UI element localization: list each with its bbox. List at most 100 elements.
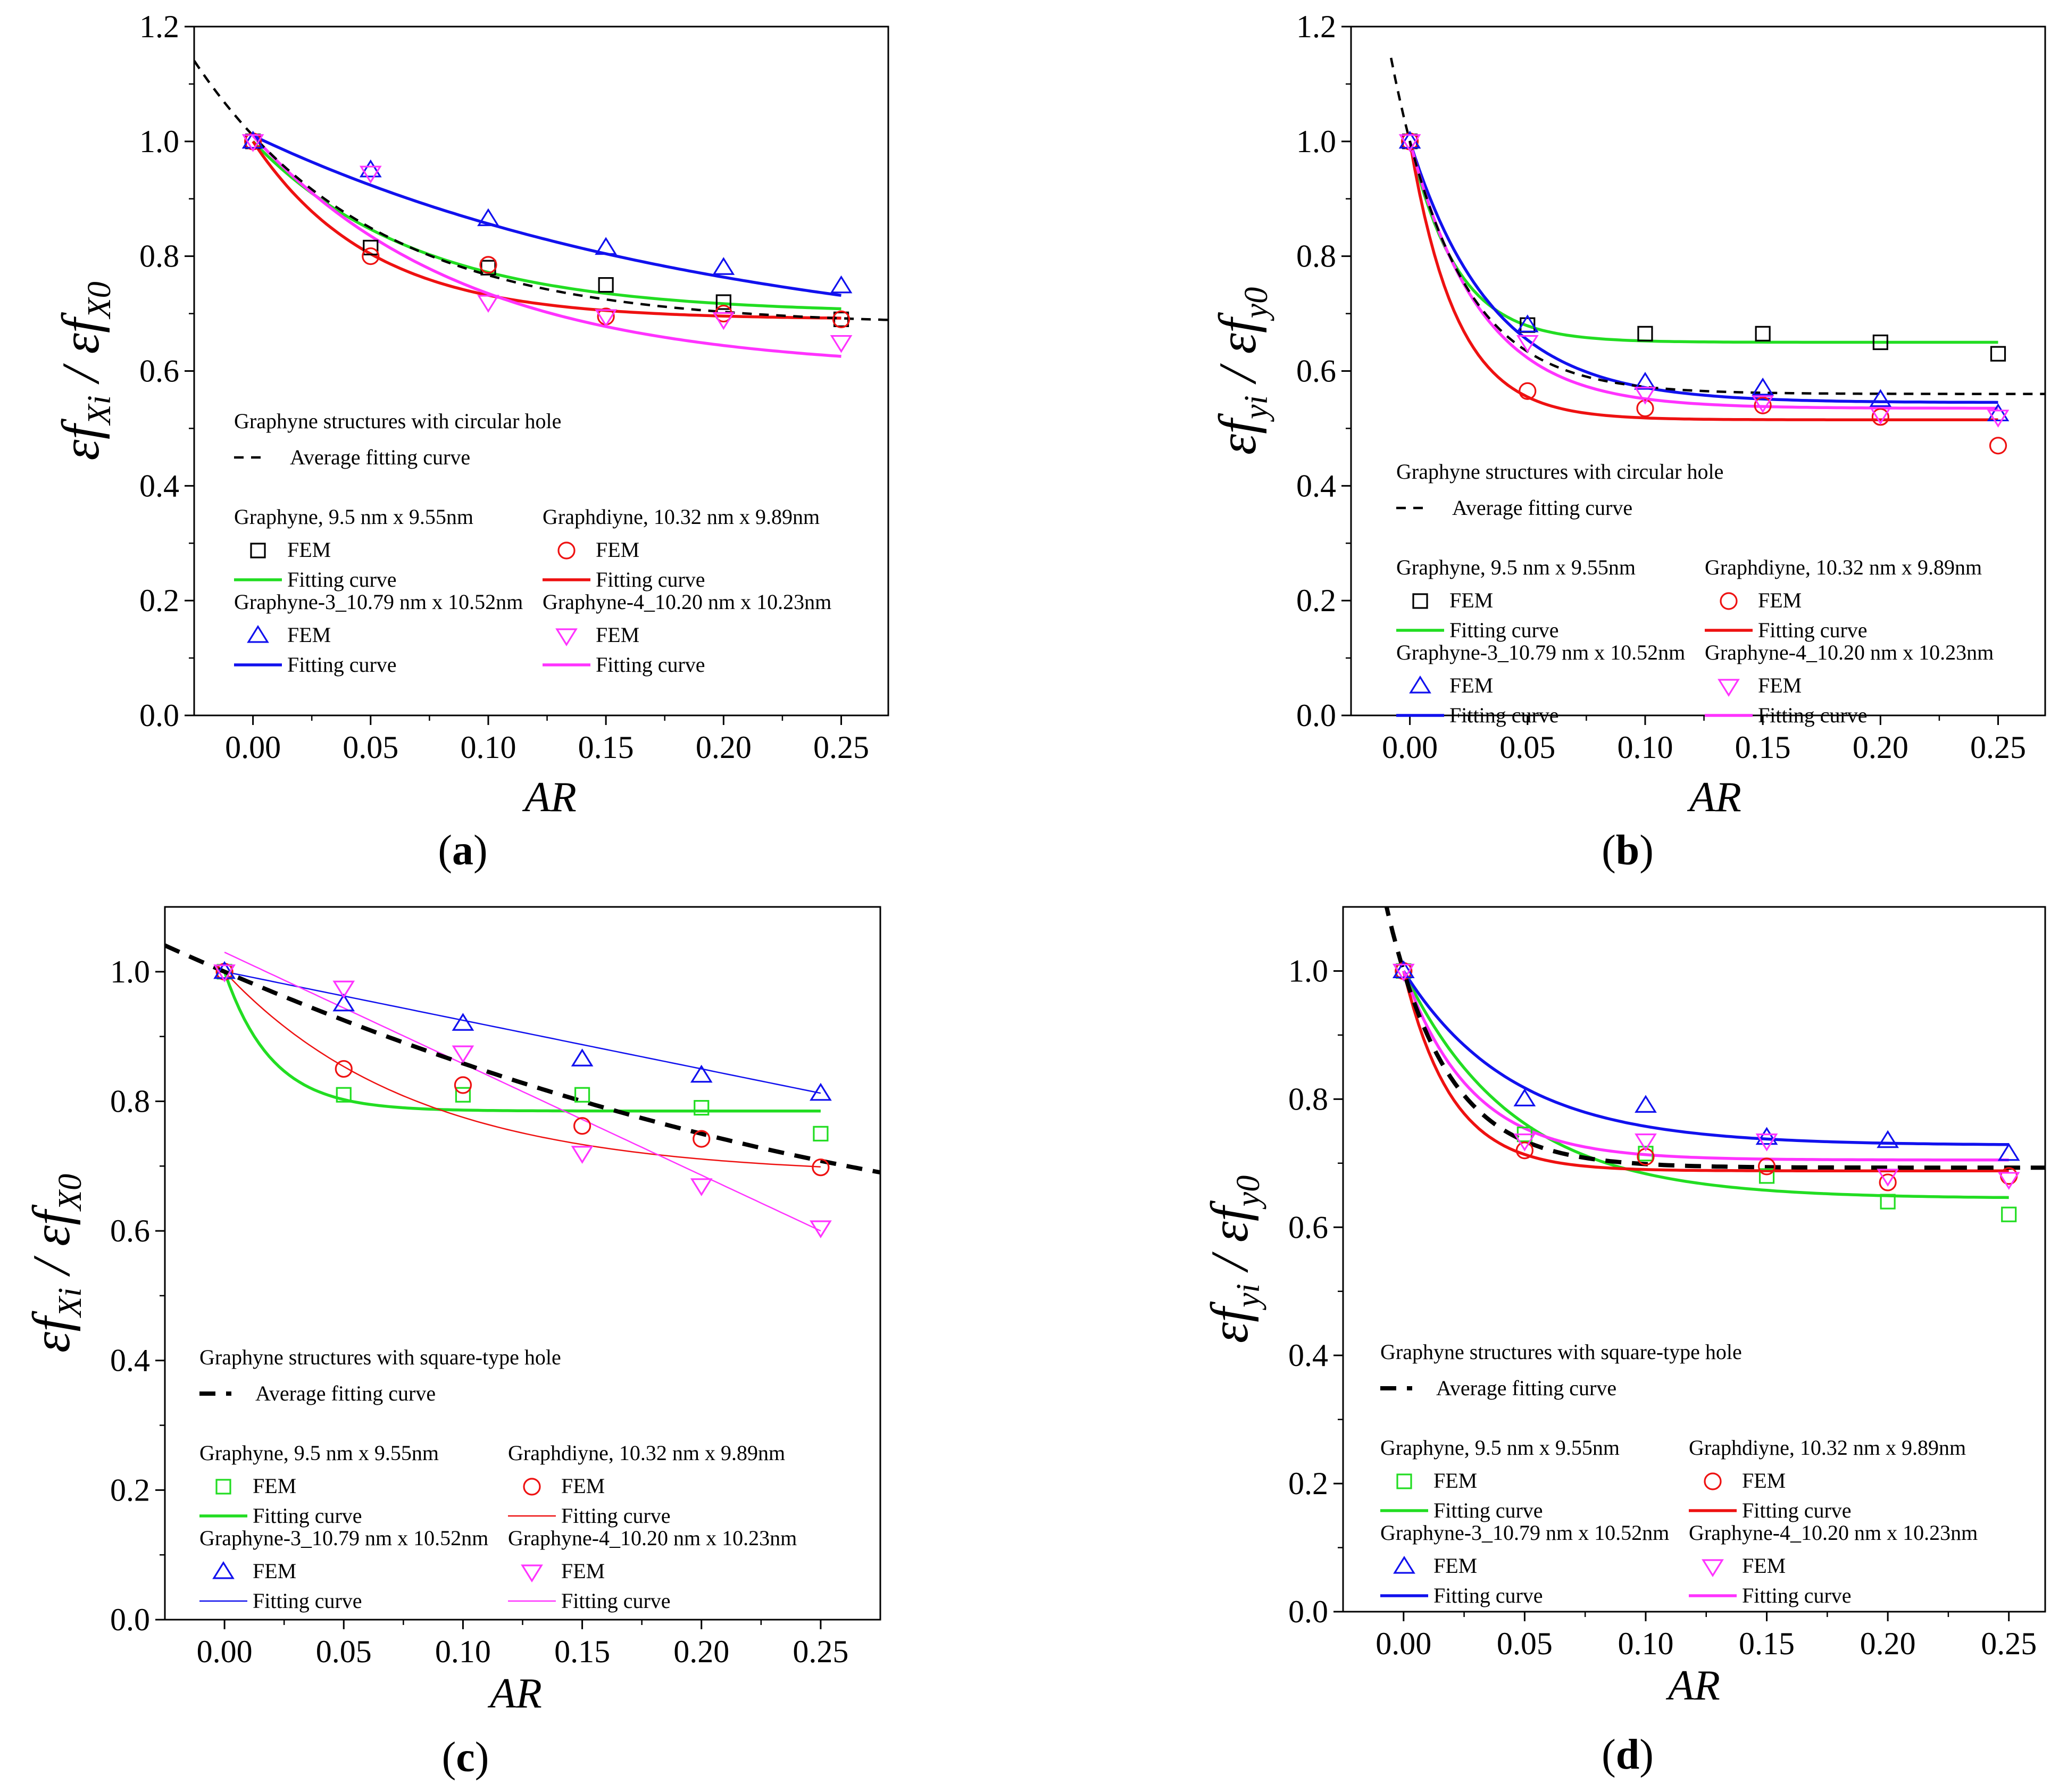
subtitle-close: ) <box>475 1734 489 1781</box>
legend-marker-triangle-down <box>1718 679 1740 697</box>
fem-point-triangle-down <box>452 1045 474 1064</box>
y-tick-label: 1.0 <box>1288 953 1328 988</box>
fem-point-circle <box>335 1060 353 1078</box>
fem-point-square <box>715 294 731 310</box>
fem-point-triangle-down <box>1513 1133 1536 1152</box>
chart-panel-b: 0.00 0.05 0.10 0.15 0.20 0.25 0.0 0.2 0.4 0.6 0.8 1… <box>1208 9 2046 874</box>
fem-point-square <box>813 1126 829 1141</box>
legend-average-label: Average fitting curve <box>290 445 470 469</box>
subtitle-letter: c <box>456 1734 475 1781</box>
legend-marker-square <box>215 1479 231 1495</box>
x-tick-label: 0.05 <box>1499 730 1555 765</box>
fit-curve-series-1 <box>224 971 821 1168</box>
chart-panel-c: 0.00 0.05 0.10 0.15 0.20 0.25 0.0 0.2 0.4 0.6 0.8 1… <box>22 906 881 1781</box>
fem-point-triangle-down <box>830 335 853 353</box>
fem-point-triangle-up <box>1997 1143 2020 1161</box>
legend-series-name: Graphyne-4_10.20 nm x 10.23nm <box>1705 640 1994 664</box>
y-tick-label: 0.8 <box>1296 239 1336 274</box>
fem-point-triangle-up <box>1755 1127 1778 1145</box>
x-tick-label: 0.15 <box>1735 730 1791 765</box>
fem-point-triangle-up <box>452 1013 474 1031</box>
legend-series-name: Graphdiyne, 10.32 nm x 9.89nm <box>1705 555 1982 579</box>
fem-point-square <box>1755 326 1771 341</box>
legend-series-name: Graphyne-3_10.79 nm x 10.52nm <box>234 590 523 614</box>
plot-frame <box>1342 906 2046 1613</box>
fem-point-circle <box>812 1158 830 1177</box>
x-tick-label: 0.10 <box>460 730 516 765</box>
fem-point-triangle-up <box>1392 960 1415 979</box>
legend-series-name: Graphdiyne, 10.32 nm x 9.89nm <box>508 1441 785 1465</box>
y-axis-label: εfyi / εfy0 <box>1200 1176 1266 1343</box>
fit-curve-series-0 <box>252 140 841 311</box>
legend-fit-label: Fitting curve <box>1449 618 1559 642</box>
fem-point-triangle-up <box>571 1048 594 1066</box>
x-tick-label: 0.25 <box>813 730 869 765</box>
x-tick-label: 0.15 <box>578 730 634 765</box>
legend-marker-circle <box>1704 1472 1722 1490</box>
subtitle-open: ( <box>1602 1731 1616 1778</box>
fem-point-triangle-up <box>1513 1088 1536 1106</box>
fem-point-square <box>833 311 849 327</box>
legend-marker-circle <box>1720 592 1738 610</box>
legend-fit-label: Fitting curve <box>561 1504 671 1528</box>
fit-curve-series-1 <box>1402 970 2009 1173</box>
fem-point-triangle-down <box>1516 335 1539 353</box>
legend-fem-label: FEM <box>287 623 331 647</box>
y-tick-label: 0.4 <box>1296 468 1336 503</box>
panel-subtitle: (b) <box>1602 827 1654 874</box>
fem-point-triangle-up <box>595 237 618 255</box>
legend-fit-label: Fitting curve <box>1758 618 1868 642</box>
fem-point-circle <box>2000 1167 2018 1185</box>
fit-curve-series-3 <box>1408 141 1998 410</box>
legend-fem-label: FEM <box>1758 588 1802 612</box>
y-tick-label: 0.2 <box>1288 1466 1328 1501</box>
legend-average-label: Average fitting curve <box>1452 496 1632 520</box>
legend-fit-label: Fitting curve <box>253 1589 362 1613</box>
fem-point-triangle-up <box>1752 377 1774 396</box>
legend-fem-label: FEM <box>1433 1554 1477 1578</box>
x-tick-label: 0.05 <box>316 1634 372 1669</box>
fem-point-triangle-down <box>359 165 382 184</box>
x-tick-label: 0.10 <box>1617 730 1673 765</box>
x-tick-label: 0.00 <box>1376 1626 1431 1661</box>
legend-series-name: Graphyne, 9.5 nm x 9.55nm <box>1380 1436 1620 1460</box>
x-axis-label: AR <box>487 1670 542 1717</box>
fem-point-triangle-down <box>332 980 355 999</box>
fem-point-triangle-down <box>595 309 618 328</box>
fem-point-square <box>2001 1206 2017 1222</box>
average-fitting-curve <box>1384 907 2045 1170</box>
legend-marker-square <box>250 543 266 559</box>
y-tick-label: 1.0 <box>110 954 150 989</box>
subtitle-open: ( <box>438 827 452 874</box>
legend-fit-label: Fitting curve <box>596 653 705 677</box>
subtitle-open: ( <box>442 1734 456 1781</box>
legend-fit-label: Fitting curve <box>1742 1498 1852 1522</box>
legend-fit-label: Fitting curve <box>596 568 705 591</box>
fem-point-circle <box>693 1130 711 1148</box>
x-tick-label: 0.20 <box>1853 730 1908 765</box>
x-tick-label: 0.05 <box>343 730 398 765</box>
x-tick-label: 0.25 <box>1981 1626 2037 1661</box>
legend-fit-label: Fitting curve <box>1433 1583 1543 1607</box>
fem-point-triangle-down <box>1634 387 1656 405</box>
legend-fem-label: FEM <box>1449 588 1493 612</box>
fit-curve-series-3 <box>224 952 821 1232</box>
legend-average-label: Average fitting curve <box>255 1381 436 1405</box>
legend-series-name: Graphyne, 9.5 nm x 9.55nm <box>199 1441 439 1465</box>
fem-point-square <box>363 239 379 256</box>
legend-series-name: Graphdiyne, 10.32 nm x 9.89nm <box>543 505 820 529</box>
legend-series-name: Graphyne-3_10.79 nm x 10.52nm <box>199 1526 488 1550</box>
legend-fem-label: FEM <box>1433 1469 1477 1493</box>
legend-series-name: Graphyne, 9.5 nm x 9.55nm <box>1396 555 1636 579</box>
legend-marker-circle <box>523 1478 541 1496</box>
subtitle-open: ( <box>1602 827 1616 874</box>
legend-fem-label: FEM <box>253 1559 296 1583</box>
y-tick-label: 0.4 <box>1288 1338 1328 1373</box>
x-tick-label: 0.25 <box>793 1634 848 1669</box>
fem-point-triangle-up <box>1635 1095 1657 1113</box>
fem-point-triangle-up <box>241 130 264 149</box>
fem-point-triangle-down <box>712 312 735 330</box>
y-axis-label-part: εf <box>51 418 110 460</box>
x-tick-label: 0.00 <box>1382 730 1438 765</box>
fem-point-square <box>1758 1168 1775 1184</box>
